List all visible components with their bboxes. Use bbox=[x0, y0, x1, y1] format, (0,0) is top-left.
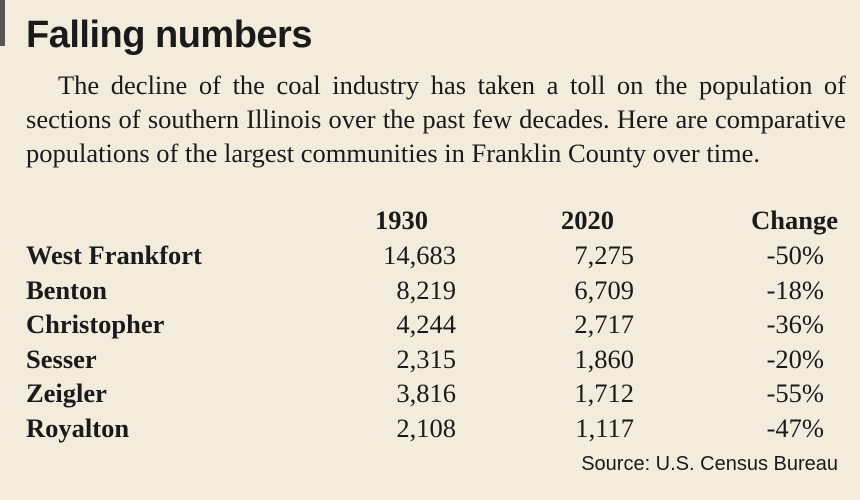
header-1930: 1930 bbox=[375, 205, 428, 235]
community-name: Royalton bbox=[26, 413, 130, 443]
table-row: Zeigler 3,816 1,712 -55% bbox=[26, 378, 846, 412]
table-row: West Frankfort 14,683 7,275 -50% bbox=[26, 240, 846, 274]
pop-2020: 6,709 bbox=[574, 274, 634, 305]
community-name: West Frankfort bbox=[26, 240, 202, 270]
change-value: -36% bbox=[766, 309, 824, 340]
header-change: Change bbox=[751, 205, 838, 235]
change-value: -55% bbox=[766, 378, 824, 409]
pop-2020: 1,117 bbox=[575, 413, 634, 443]
table-row: Benton 8,219 6,709 -18% bbox=[26, 275, 846, 309]
intro-text: The decline of the coal industry has tak… bbox=[26, 70, 846, 168]
community-name: Christopher bbox=[26, 309, 165, 340]
pop-1930: 3,816 bbox=[396, 378, 456, 409]
pop-2020: 2,717 bbox=[574, 309, 634, 340]
pop-1930: 14,683 bbox=[383, 240, 456, 270]
edge-rule bbox=[0, 0, 5, 46]
change-value: -18% bbox=[766, 274, 824, 305]
pop-2020: 1,712 bbox=[574, 378, 634, 409]
table-row: Royalton 2,108 1,117 -47% bbox=[26, 413, 846, 447]
change-value: -20% bbox=[766, 343, 824, 374]
community-name: Sesser bbox=[26, 343, 97, 374]
pop-1930: 2,315 bbox=[396, 343, 456, 374]
pop-2020: 7,275 bbox=[574, 240, 634, 270]
header-2020: 2020 bbox=[561, 205, 614, 235]
table-header: 1930 2020 Change bbox=[26, 205, 846, 239]
change-value: -50% bbox=[766, 240, 824, 270]
community-name: Benton bbox=[26, 274, 107, 305]
pop-1930: 2,108 bbox=[396, 413, 456, 443]
pop-2020: 1,860 bbox=[574, 343, 634, 374]
pop-1930: 8,219 bbox=[396, 274, 456, 305]
community-name: Zeigler bbox=[26, 378, 107, 409]
source-note: Source: U.S. Census Bureau bbox=[581, 453, 838, 475]
page-title: Falling numbers bbox=[26, 14, 312, 56]
change-value: -47% bbox=[766, 413, 824, 443]
pop-1930: 4,244 bbox=[396, 309, 456, 340]
table-row: Sesser 2,315 1,860 -20% bbox=[26, 344, 846, 378]
table-row: Christopher 4,244 2,717 -36% bbox=[26, 309, 846, 343]
